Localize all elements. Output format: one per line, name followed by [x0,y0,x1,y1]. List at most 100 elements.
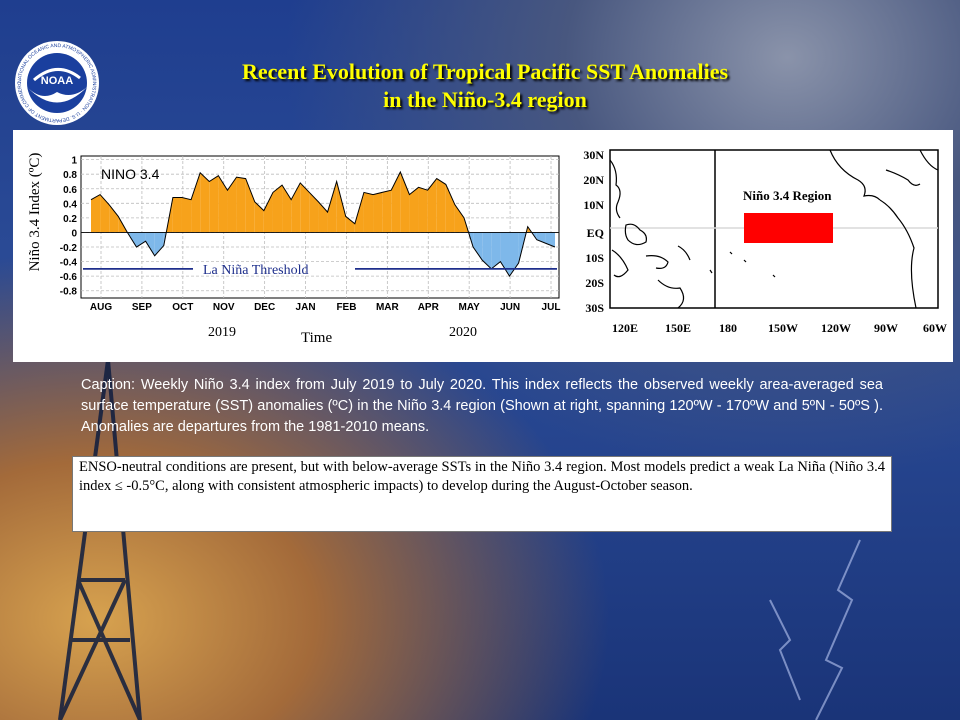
x-tick-label: FEB [336,302,356,313]
y-tick-label: 0 [71,228,77,239]
x-tick-label: MAY [459,302,481,313]
positive-anomaly-area [218,175,228,233]
positive-anomaly-area [445,184,455,233]
noaa-logo: NOAA NATIONAL OCEANIC AND ATMOSPHERIC AD… [14,40,99,125]
positive-anomaly-area [391,172,401,233]
positive-anomaly-area [245,178,255,233]
nino34-series-line [90,170,556,278]
positive-anomaly-area [454,204,465,233]
x-tick-label: JAN [296,302,316,313]
y-tick-label: -0.2 [60,243,78,254]
negative-anomaly-area [145,232,155,256]
negative-anomaly-area [491,232,501,269]
x-tick-label: SEP [132,302,152,313]
title-line-2: in the Niño-3.4 region [383,87,587,112]
latitude-label: 30N [583,148,604,162]
slide-title: Recent Evolution of Tropical Pacific SST… [120,58,850,114]
latitude-label: 30S [585,301,604,315]
svg-text:NOAA: NOAA [41,75,73,87]
longitude-label: 120E [612,321,638,335]
positive-anomaly-area [418,187,428,233]
nino34-chart: 1 0.8 0.6 0.4 0.2 0 -0.2 -0.4 -0.6 -0.8 AUG SEP OCT N… [27,153,561,346]
chart-anomaly-fill [91,172,555,277]
positive-anomaly-area [409,187,419,233]
threshold-label: La Niña Threshold [203,263,309,278]
x-tick-label: DEC [254,302,275,313]
negative-anomaly-area [154,232,164,256]
y-tick-label: 0.8 [63,170,77,181]
x-tick-label: APR [418,302,440,313]
x-tick-label: NOV [213,302,235,313]
y-tick-label: 0.2 [63,214,77,225]
positive-anomaly-area [309,192,319,233]
negative-anomaly-area [545,232,555,248]
latitude-labels: 30N 20N 10N EQ 10S 20S 30S [583,148,604,315]
positive-anomaly-area [109,204,119,233]
latitude-label: 10N [583,198,604,212]
positive-anomaly-area [272,185,283,233]
positive-anomaly-area [436,178,446,233]
x-axis-label: Time [301,330,332,346]
year-label-2019: 2019 [208,325,236,340]
positive-anomaly-area [236,177,246,233]
x-tick-label: AUG [90,302,112,313]
year-label-2020: 2020 [449,325,477,340]
positive-anomaly-area [345,216,355,233]
y-tick-label: 0.4 [63,199,77,210]
longitude-label: 60W [923,321,947,335]
longitude-label: 120W [821,321,851,335]
positive-anomaly-area [427,178,437,233]
chart-marks: 1 0.8 0.6 0.4 0.2 0 -0.2 -0.4 -0.6 -0.8 AUG SEP OCT N… [60,156,561,313]
positive-anomaly-area [91,194,101,233]
longitude-labels: 120E 150E 180 150W 120W 90W 60W [612,321,947,335]
longitude-label: 150E [665,321,691,335]
figure-caption: Caption: Weekly Niño 3.4 index from July… [81,377,883,435]
positive-anomaly-area [209,175,219,233]
negative-anomaly-area [473,232,483,261]
negative-anomaly-area [482,232,492,269]
region-label: Niño 3.4 Region [743,188,832,203]
weather-tower-silhouette [58,359,142,720]
latitude-label: 20S [585,276,604,290]
positive-anomaly-area [263,192,273,233]
x-tick-label: OCT [172,302,193,313]
enso-outlook-box: ENSO-neutral conditions are present, but… [72,456,892,532]
longitude-label: 90W [874,321,898,335]
y-tick-label: 0.6 [63,185,77,196]
positive-anomaly-area [382,190,392,233]
figure-panel: 1 0.8 0.6 0.4 0.2 0 -0.2 -0.4 -0.6 -0.8 AUG SEP OCT N… [13,130,953,362]
positive-anomaly-area [181,197,192,233]
x-tick-label: JUN [500,302,520,313]
x-tick-label: JUL [542,302,561,313]
lightning-bolt [769,539,861,720]
negative-anomaly-area [500,232,510,277]
longitude-label: 180 [719,321,737,335]
positive-anomaly-area [200,172,210,233]
positive-anomaly-area [100,194,110,233]
title-line-1: Recent Evolution of Tropical Pacific SST… [241,59,729,84]
y-axis-label: Niño 3.4 Index (ºC) [27,153,43,272]
positive-anomaly-area [327,181,337,233]
positive-anomaly-area [227,177,237,233]
positive-anomaly-area [373,192,383,233]
y-tick-label: -0.6 [60,272,78,283]
coastlines [609,149,939,309]
latitude-label: EQ [587,226,604,240]
positive-anomaly-area [363,192,374,233]
positive-anomaly-area [172,197,182,233]
y-tick-label: -0.4 [60,258,78,269]
positive-anomaly-area [300,182,310,233]
longitude-label: 150W [768,321,798,335]
y-tick-label: -0.8 [60,287,78,298]
latitude-label: 20N [583,173,604,187]
positive-anomaly-area [400,172,410,233]
positive-anomaly-area [254,201,264,233]
negative-anomaly-area [531,232,537,240]
positive-anomaly-area [291,182,301,233]
positive-anomaly-area [354,192,364,233]
y-tick-label: 1 [71,156,77,167]
chart-panel-label: NINO 3.4 [101,166,160,182]
negative-anomaly-area [136,232,146,248]
nino34-region-map: Niño 3.4 Region 30N 20N 10N EQ 10S 20S 30S 120… [583,148,947,335]
